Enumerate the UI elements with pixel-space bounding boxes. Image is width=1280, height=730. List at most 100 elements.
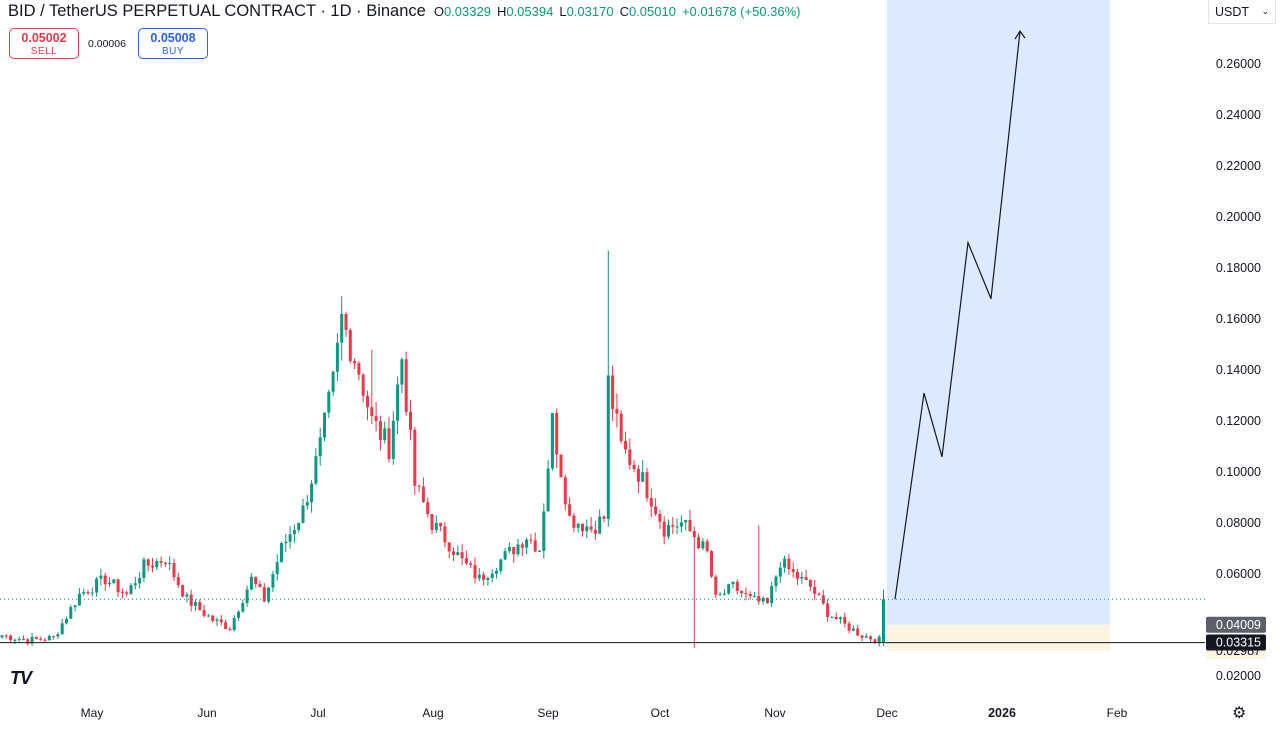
target-zone[interactable] bbox=[887, 0, 1110, 625]
ohlc-low: L0.03170 bbox=[559, 4, 614, 19]
x-tick-label: Oct bbox=[651, 706, 670, 720]
candle bbox=[654, 498, 658, 517]
candle bbox=[396, 376, 400, 435]
candle bbox=[477, 568, 481, 582]
ohlc-open: O0.03329 bbox=[433, 4, 491, 19]
candle bbox=[882, 589, 885, 647]
candle bbox=[172, 558, 176, 582]
candle bbox=[542, 503, 546, 559]
candle bbox=[378, 415, 382, 451]
candle bbox=[366, 390, 369, 421]
x-tick-label: Feb bbox=[1107, 706, 1128, 720]
projection-arrow[interactable] bbox=[894, 31, 1021, 600]
candle bbox=[421, 477, 425, 503]
candle bbox=[796, 568, 799, 586]
candle bbox=[181, 584, 185, 598]
currency-selector[interactable]: USDT ⌄ bbox=[1208, 0, 1276, 24]
candle bbox=[47, 634, 51, 641]
candle bbox=[731, 581, 735, 589]
candle bbox=[4, 634, 8, 639]
candle bbox=[684, 519, 688, 531]
candle bbox=[258, 580, 262, 588]
candle bbox=[357, 361, 361, 381]
candle bbox=[17, 636, 21, 642]
candle bbox=[563, 474, 567, 511]
candle bbox=[869, 635, 873, 642]
candle bbox=[525, 537, 529, 555]
ohlc-high: H0.05394 bbox=[496, 4, 554, 19]
x-tick-label: Sep bbox=[537, 706, 559, 720]
gear-icon[interactable]: ⚙ bbox=[1232, 705, 1247, 722]
candle bbox=[546, 459, 550, 512]
candle bbox=[413, 426, 417, 495]
x-tick-label: May bbox=[81, 706, 104, 720]
candle bbox=[314, 448, 318, 486]
candle bbox=[589, 517, 593, 533]
y-tick-label: 0.24000 bbox=[1216, 108, 1261, 122]
candle bbox=[95, 576, 99, 597]
candle bbox=[370, 349, 374, 425]
candle bbox=[581, 523, 584, 537]
candle bbox=[249, 573, 253, 591]
candle bbox=[499, 558, 503, 575]
x-tick-label: 2026 bbox=[988, 706, 1016, 720]
candle bbox=[834, 612, 838, 620]
tradingview-logo[interactable]: TV bbox=[10, 668, 32, 688]
candle bbox=[348, 328, 352, 364]
candle bbox=[748, 591, 752, 600]
candle bbox=[43, 637, 47, 643]
candle bbox=[52, 635, 56, 640]
candle bbox=[611, 365, 615, 422]
candle bbox=[679, 515, 683, 533]
sell-button[interactable]: 0.05002 SELL bbox=[9, 28, 79, 59]
candle bbox=[512, 546, 516, 563]
candle bbox=[400, 357, 404, 393]
candle bbox=[82, 588, 86, 596]
candle bbox=[744, 587, 748, 601]
candle bbox=[0, 635, 4, 639]
candle bbox=[120, 588, 124, 599]
candle bbox=[452, 547, 455, 561]
candle bbox=[267, 586, 271, 604]
symbol-title[interactable]: BID / TetherUS PERPETUAL CONTRACT · 1D ·… bbox=[8, 2, 426, 20]
candle bbox=[619, 410, 623, 444]
price-label: 0.03315 bbox=[1206, 634, 1266, 651]
candle bbox=[667, 519, 670, 540]
x-tick-label: Jul bbox=[310, 706, 325, 720]
price-change: +0.01678 (+50.36%) bbox=[681, 4, 801, 19]
y-tick-label: 0.26000 bbox=[1216, 57, 1261, 71]
candle bbox=[142, 557, 146, 583]
candle bbox=[821, 589, 825, 606]
buy-price: 0.05008 bbox=[150, 31, 196, 45]
candle bbox=[692, 526, 696, 648]
y-tick-label: 0.14000 bbox=[1216, 363, 1261, 377]
candle bbox=[443, 521, 447, 548]
y-tick-label: 0.20000 bbox=[1216, 210, 1261, 224]
candle bbox=[735, 579, 739, 595]
candle bbox=[90, 587, 94, 597]
candle bbox=[146, 558, 150, 572]
candle bbox=[361, 372, 365, 403]
candle bbox=[714, 574, 718, 599]
candle bbox=[550, 412, 554, 471]
candle bbox=[176, 572, 180, 588]
candle bbox=[271, 570, 275, 593]
candle bbox=[340, 296, 344, 361]
candle bbox=[39, 636, 43, 641]
candle bbox=[636, 464, 640, 494]
svg-text:0.04009: 0.04009 bbox=[1216, 618, 1261, 632]
candle bbox=[516, 538, 520, 557]
candle bbox=[649, 488, 653, 518]
stop-zone[interactable] bbox=[887, 624, 1110, 651]
buy-button[interactable]: 0.05008 BUY bbox=[138, 28, 208, 59]
sell-price: 0.05002 bbox=[21, 31, 67, 45]
candle bbox=[202, 604, 206, 618]
candle bbox=[826, 599, 830, 622]
candle bbox=[206, 614, 210, 618]
candle bbox=[387, 416, 391, 463]
candle bbox=[60, 618, 64, 635]
candle bbox=[151, 557, 154, 573]
y-tick-label: 0.06000 bbox=[1216, 567, 1261, 581]
